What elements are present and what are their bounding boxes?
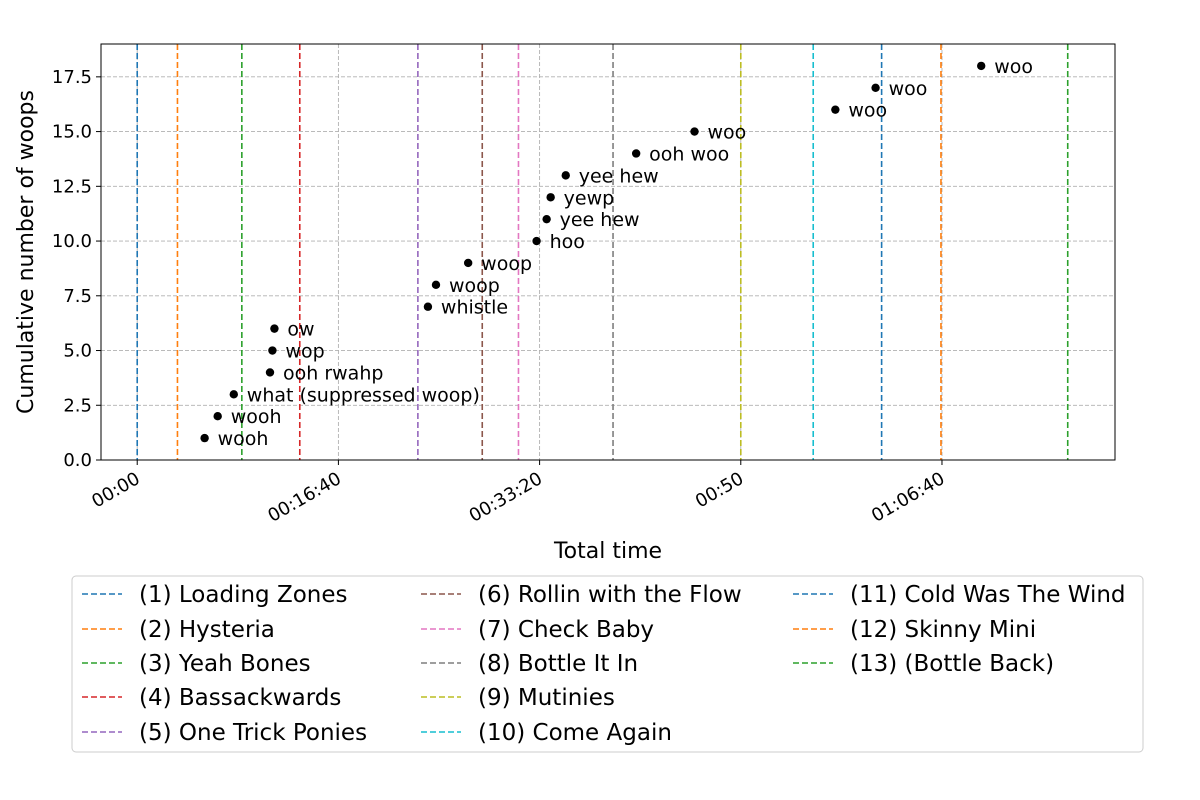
data-point [631,149,641,158]
data-point-label: wooh [218,428,269,450]
x-tick-label: 00:16:40 [264,468,345,527]
legend-label: (2) Hysteria [139,617,275,643]
data-point [423,302,433,311]
data-point [831,105,840,114]
legend-label: (11) Cold Was The Wind [850,582,1126,608]
plot-frame [100,43,1116,461]
data-point [229,390,238,399]
data-point [265,368,275,377]
data-point-label: wop [285,341,324,363]
data-point-label: woo [889,78,928,100]
legend-label: (3) Yeah Bones [139,651,311,677]
x-tick-label: 00:00 [88,468,143,512]
track-lines [136,44,1069,460]
data-point [431,280,441,290]
y-axis-title: Cumulative number of woops [14,90,39,414]
y-tick-label: 12.5 [52,176,92,197]
x-tick-label: 00:50 [692,468,747,512]
data-point [542,214,551,224]
x-axis-ticks: 00:00 00:16:40 00:33:20 00:50 01:06:40 [88,460,948,527]
legend-label: (4) Bassackwards [139,685,341,711]
data-point [871,83,880,92]
legend-label: (8) Bottle It In [478,651,638,677]
y-tick-label: 2.5 [63,395,92,416]
data-point [463,258,473,268]
y-tick-label: 7.5 [63,286,92,307]
data-point [690,127,699,136]
data-point-label: yee hew [560,209,640,231]
data-point [532,236,541,246]
y-tick-label: 10.0 [52,231,92,252]
legend: (1) Loading Zones (2) Hysteria (3) Yeah Bo… [71,575,1144,753]
data-point-label: ooh rwahp [283,362,383,384]
y-tick-label: 17.5 [52,67,92,88]
legend-label: (1) Loading Zones [139,582,347,608]
legend-items: (1) Loading Zones (2) Hysteria (3) Yeah Bo… [82,582,1126,746]
data-point-label: woo [994,56,1033,78]
y-tick-label: 15.0 [52,122,92,143]
legend-label: (9) Mutinies [478,685,615,711]
data-point-label: woop [449,275,500,297]
legend-label: (5) One Trick Ponies [139,720,367,746]
data-point-label: hoo [550,231,585,253]
data-point-label: woop [481,253,532,275]
data-point [561,171,570,180]
data-point-label: yewp [564,187,615,209]
x-tick-label: 00:33:20 [466,468,547,527]
legend-label: (7) Check Baby [478,617,654,643]
data-point-label: wooh [231,406,282,428]
data-point [270,324,279,333]
y-tick-label: 0.0 [63,450,92,471]
data-point [213,412,222,421]
data-point [977,61,986,71]
data-point-label: woo [708,122,747,144]
legend-box [71,575,1144,753]
data-point-label: ooh woo [649,143,729,165]
data-point-label: what (suppressed woop) [247,384,480,406]
data-point-label: whistle [441,297,508,319]
legend-label: (12) Skinny Mini [850,617,1036,643]
data-point [200,433,209,443]
data-point-label: yee hew [579,165,659,187]
y-tick-label: 5.0 [63,341,92,362]
x-tick-label: 01:06:40 [868,468,949,527]
data-point [268,346,277,355]
legend-label: (13) (Bottle Back) [850,651,1054,677]
legend-label: (6) Rollin with the Flow [478,582,742,608]
data-point [546,193,555,202]
data-point-label: ow [287,319,314,341]
y-axis-ticks: 0.0 2.5 5.0 7.5 10.0 12.5 15.0 17.5 [52,67,101,471]
legend-label: (10) Come Again [478,720,672,746]
x-axis-title: Total time [553,539,662,564]
data-point-label: woo [848,100,887,122]
